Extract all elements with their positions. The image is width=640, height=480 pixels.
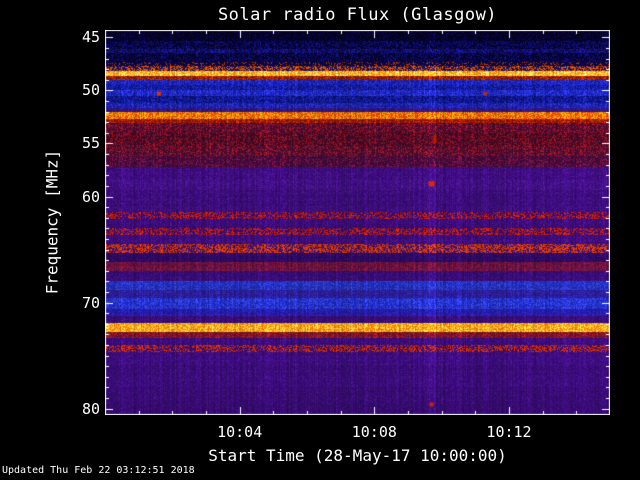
y-tick-label: 55 bbox=[81, 134, 100, 153]
y-tick-label: 45 bbox=[81, 28, 100, 47]
x-tick-label: 10:08 bbox=[351, 423, 397, 441]
y-tick-label: 80 bbox=[81, 399, 100, 418]
y-tick-label: 70 bbox=[81, 293, 100, 312]
x-tick-label: 10:04 bbox=[217, 423, 263, 441]
chart-title: Solar radio Flux (Glasgow) bbox=[217, 5, 498, 25]
x-tick-label: 10:12 bbox=[486, 423, 532, 441]
y-tick-label: 60 bbox=[81, 187, 100, 206]
x-axis-label: Start Time (28-May-17 10:00:00) bbox=[208, 446, 507, 465]
spectrogram-canvas bbox=[105, 30, 610, 415]
y-tick-label: 50 bbox=[81, 81, 100, 100]
update-timestamp: Updated Thu Feb 22 03:12:51 2018 bbox=[2, 465, 195, 476]
y-axis-label: Frequency [MHz] bbox=[42, 149, 62, 295]
